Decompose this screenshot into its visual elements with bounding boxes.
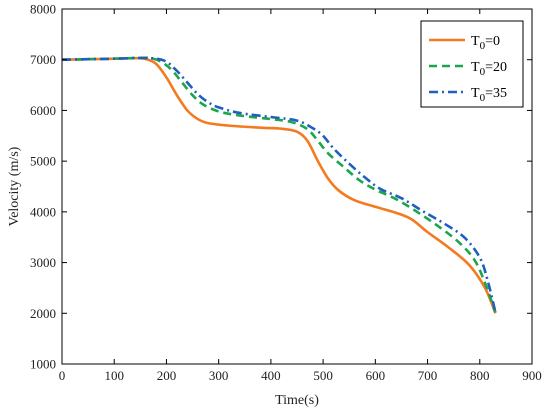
legend: T0=0 T0=20 T0=35 [420, 20, 524, 108]
y-tick-label-2000: 2000 [30, 306, 56, 321]
x-tick-label-300: 300 [209, 368, 229, 383]
x-tick-label-800: 800 [470, 368, 490, 383]
series-line-1 [61, 56, 497, 313]
x-tick-label-600: 600 [366, 368, 386, 383]
x-tick-label-700: 700 [418, 368, 438, 383]
series-line-0 [61, 56, 497, 314]
x-axis-title: Time(s) [275, 393, 319, 408]
y-tick-label-1000: 1000 [30, 357, 56, 372]
x-tick-label-900: 900 [522, 368, 542, 383]
x-tick-label-200: 200 [157, 368, 177, 383]
series-line-2 [61, 56, 497, 313]
y-tick-label-8000: 8000 [30, 2, 56, 17]
axes-box [61, 8, 533, 365]
series-layer [61, 56, 497, 314]
y-tick-label-3000: 3000 [30, 255, 56, 270]
y-tick-label-4000: 4000 [30, 204, 56, 219]
x-tick-label-100: 100 [104, 368, 124, 383]
axes-layer: 0 100 200 300 400 500 600 700 800 900 1000 2000 3000… [30, 2, 542, 384]
y-tick-label-5000: 5000 [30, 154, 56, 169]
legend-label-2: T0=35 [471, 86, 507, 104]
x-tick-label-400: 400 [261, 368, 281, 383]
x-tick-label-500: 500 [313, 368, 333, 383]
y-axis-title: Velocity (m/s) [7, 146, 22, 226]
legend-label-0: T0=0 [471, 34, 500, 52]
legend-label-1: T0=20 [471, 60, 507, 78]
y-tick-label-6000: 6000 [30, 103, 56, 118]
y-tick-label-7000: 7000 [30, 52, 56, 67]
x-tick-label-0: 0 [59, 368, 66, 383]
